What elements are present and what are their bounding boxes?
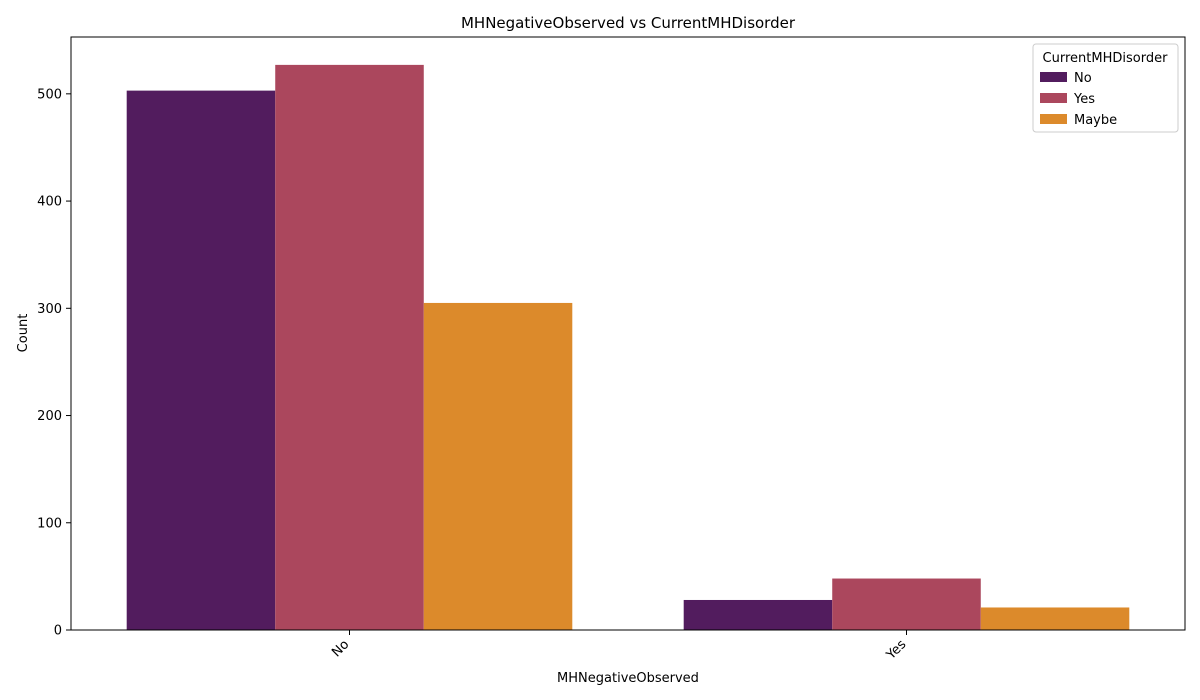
x-axis-label: MHNegativeObserved bbox=[557, 671, 699, 686]
legend-label-maybe: Maybe bbox=[1074, 113, 1117, 128]
y-axis: 0 100 200 300 400 500 bbox=[37, 87, 71, 639]
legend-swatch-maybe bbox=[1040, 114, 1067, 124]
bar-yes-no bbox=[683, 599, 833, 630]
legend-label-yes: Yes bbox=[1073, 92, 1095, 107]
x-axis: No Yes bbox=[329, 630, 909, 663]
bar-no-maybe bbox=[423, 302, 573, 630]
y-axis-label: Count bbox=[16, 314, 31, 353]
bar-no-no bbox=[126, 90, 276, 630]
y-tick-label: 100 bbox=[37, 516, 62, 531]
bars-layer bbox=[126, 64, 1130, 630]
legend-box bbox=[1032, 43, 1179, 133]
y-tick-label: 300 bbox=[37, 302, 62, 317]
legend: CurrentMHDisorder No Yes Maybe bbox=[1032, 43, 1179, 133]
bar-yes-maybe bbox=[980, 607, 1130, 630]
legend-title: CurrentMHDisorder bbox=[1043, 51, 1169, 66]
y-tick-label: 400 bbox=[37, 195, 62, 210]
legend-label-no: No bbox=[1074, 71, 1092, 86]
bar-yes-yes bbox=[832, 578, 981, 630]
bar-no-yes bbox=[275, 64, 424, 630]
legend-swatch-no bbox=[1040, 72, 1067, 82]
plot-frame bbox=[70, 36, 1186, 631]
x-tick-label: No bbox=[329, 637, 352, 660]
legend-swatch-yes bbox=[1040, 93, 1067, 103]
y-tick-label: 0 bbox=[54, 624, 62, 639]
y-tick-label: 200 bbox=[37, 409, 62, 424]
y-tick-label: 500 bbox=[37, 87, 62, 102]
chart-title: MHNegativeObserved vs CurrentMHDisorder bbox=[461, 14, 796, 32]
x-tick-label: Yes bbox=[883, 637, 909, 663]
